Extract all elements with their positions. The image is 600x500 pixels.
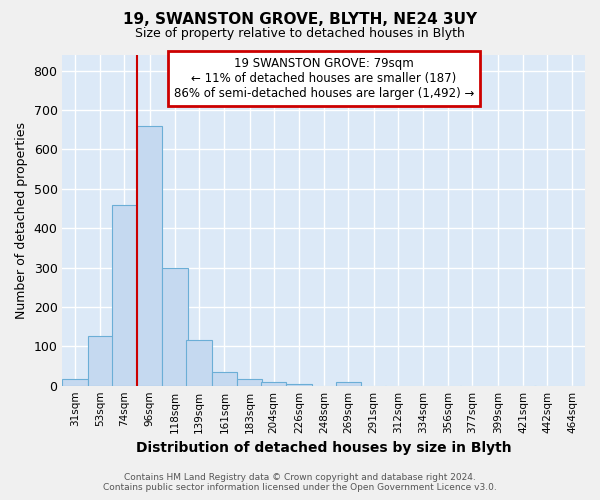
Bar	[212, 372, 237, 386]
Bar	[112, 204, 137, 386]
Text: Contains HM Land Registry data © Crown copyright and database right 2024.
Contai: Contains HM Land Registry data © Crown c…	[103, 473, 497, 492]
Bar	[88, 336, 113, 386]
Bar	[336, 382, 361, 386]
Bar	[261, 382, 286, 386]
Bar	[163, 268, 188, 386]
X-axis label: Distribution of detached houses by size in Blyth: Distribution of detached houses by size …	[136, 441, 512, 455]
Bar	[62, 378, 88, 386]
Text: Size of property relative to detached houses in Blyth: Size of property relative to detached ho…	[135, 28, 465, 40]
Bar	[137, 126, 163, 386]
Bar	[286, 384, 311, 386]
Bar	[187, 340, 212, 386]
Y-axis label: Number of detached properties: Number of detached properties	[15, 122, 28, 319]
Text: 19 SWANSTON GROVE: 79sqm
← 11% of detached houses are smaller (187)
86% of semi-: 19 SWANSTON GROVE: 79sqm ← 11% of detach…	[173, 56, 474, 100]
Bar	[237, 379, 262, 386]
Text: 19, SWANSTON GROVE, BLYTH, NE24 3UY: 19, SWANSTON GROVE, BLYTH, NE24 3UY	[123, 12, 477, 28]
